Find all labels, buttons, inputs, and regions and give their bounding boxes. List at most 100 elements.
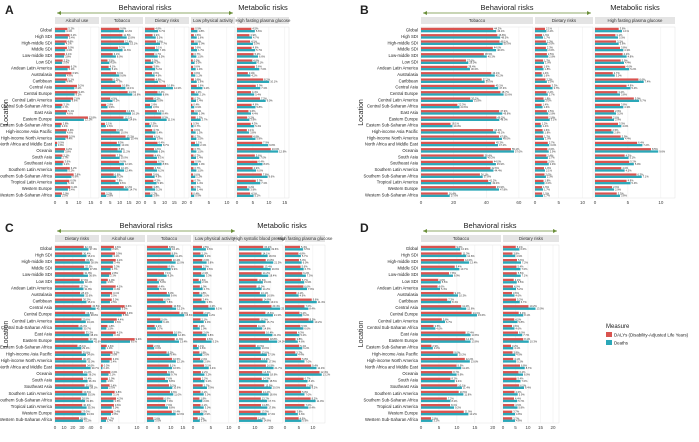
bar-dalys [285, 278, 301, 282]
bar-value-label: 2.6% [203, 353, 210, 357]
bar-value-label: 5.6% [256, 65, 263, 69]
bar-value-label: 8.0% [524, 372, 531, 376]
bar-value-label: 49.6% [503, 137, 511, 141]
bar-value-label: 6.9% [127, 311, 134, 315]
bar-value-label: 2.1% [106, 122, 113, 126]
bar-dalys [421, 351, 454, 354]
bar-dalys [503, 272, 517, 275]
x-tick-label: 5 [208, 200, 211, 205]
bar-dalys [145, 40, 156, 43]
bar-deaths [55, 68, 68, 71]
bar-value-label: 3.9% [622, 58, 629, 62]
bar-value-label: 1.6% [544, 65, 551, 69]
bar-deaths [535, 106, 543, 109]
bar-deaths [193, 327, 200, 330]
bar-dalys [595, 148, 651, 151]
bar-value-label: 4.6% [516, 326, 523, 330]
bar-value-label: 7.0% [306, 359, 313, 363]
bar-value-label: 22.3% [458, 103, 466, 107]
bar-deaths [535, 169, 545, 172]
bar-value-label: 3.0% [113, 405, 120, 409]
bar-dalys [239, 397, 261, 400]
bar-value-label: 2.9% [615, 187, 622, 191]
bar-dalys [147, 331, 174, 334]
bar-dalys [535, 135, 544, 138]
bar-deaths [595, 106, 624, 109]
bar-dalys [147, 417, 154, 420]
bar-dalys [285, 245, 301, 249]
bar-deaths [55, 80, 66, 83]
bar-dalys [101, 179, 116, 183]
bar-value-label: 9.6% [659, 149, 666, 153]
bar-deaths [421, 254, 467, 258]
bar-deaths [421, 131, 497, 134]
bar-value-label: 7.8% [117, 179, 124, 183]
bar-value-label: 24.0% [278, 340, 286, 344]
bar-dalys [191, 27, 195, 31]
bar-dalys [237, 65, 255, 69]
bar-value-label: 4.8% [516, 412, 523, 416]
bar-value-label: 4.6% [67, 130, 74, 134]
bar-value-label: 4.6% [439, 284, 446, 288]
bar-deaths [193, 287, 203, 291]
group-header: Metabolic risks [238, 3, 288, 12]
location-label: Low-middle SDI [22, 53, 52, 58]
bar-deaths [101, 125, 106, 128]
bar-value-label: 4.9% [156, 175, 163, 179]
bar-deaths [595, 163, 634, 166]
bar-dalys [147, 410, 172, 413]
bar-dalys [595, 91, 618, 94]
bar-dalys [191, 91, 195, 94]
bar-value-label: 2.9% [615, 118, 622, 122]
bar-value-label: 48.0% [500, 118, 508, 122]
bar-dalys [193, 245, 202, 249]
bar-deaths [191, 68, 196, 71]
location-label: Tropical Latin America [11, 180, 53, 185]
location-label: Low-middle SDI [22, 272, 52, 277]
bar-value-label: 7.2% [643, 143, 650, 147]
bar-value-label: 13.5% [262, 410, 270, 414]
bar-deaths [147, 380, 169, 383]
bar-dalys [421, 167, 491, 170]
bar-dalys [237, 72, 248, 75]
bar-value-label: 7.1% [522, 274, 529, 278]
bar-value-label: 14.6% [263, 370, 271, 374]
y-axis-title: Location [358, 99, 365, 126]
bar-value-label: 4.0% [622, 166, 629, 170]
bar-dalys [101, 311, 126, 315]
bar-deaths [101, 118, 129, 121]
bar-value-label: 3.8% [621, 46, 628, 50]
bar-value-label: 45.1% [496, 84, 504, 88]
bar-value-label: 5.4% [157, 130, 164, 134]
bar-deaths [193, 314, 209, 317]
bar-value-label: 4.3% [158, 278, 165, 282]
bar-value-label: 6.2% [71, 166, 78, 170]
bar-value-label: 1.4% [197, 156, 204, 160]
bar-deaths [55, 248, 89, 251]
bar-deaths [421, 360, 470, 363]
bar-dalys [239, 364, 266, 367]
bar-deaths [55, 406, 87, 409]
bar-deaths [595, 55, 627, 58]
bar-dalys [55, 72, 72, 75]
bar-deaths [101, 80, 116, 83]
bar-dalys [191, 135, 194, 138]
bar-value-label: 4.1% [66, 52, 73, 56]
bar-dalys [421, 285, 438, 288]
bar-value-label: 10.8% [167, 84, 175, 88]
bar-deaths [503, 366, 525, 370]
bar-value-label: 12.3% [125, 162, 133, 166]
bar-value-label: 6.4% [71, 185, 78, 189]
bar-deaths [595, 80, 644, 83]
bar-value-label: 7.0% [306, 392, 313, 396]
bar-dalys [535, 179, 544, 183]
bar-deaths [55, 294, 85, 297]
location-label: Southern Latin America [8, 391, 52, 396]
bar-deaths [421, 248, 461, 251]
bar-value-label: 0.9% [195, 109, 202, 113]
bar-value-label: 30.7% [84, 326, 92, 330]
bar-deaths [237, 188, 250, 191]
bar-value-label: 13.2% [469, 412, 477, 416]
bar-value-label: 33.2% [86, 331, 94, 335]
